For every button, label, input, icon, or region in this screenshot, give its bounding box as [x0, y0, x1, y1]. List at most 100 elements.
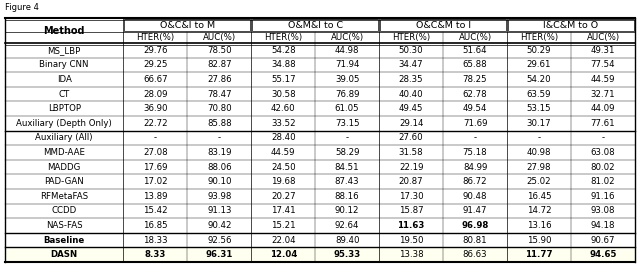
Text: CT: CT: [58, 90, 70, 99]
FancyBboxPatch shape: [380, 19, 506, 31]
Text: 62.78: 62.78: [463, 90, 488, 99]
Text: 34.47: 34.47: [399, 60, 424, 69]
Text: 17.69: 17.69: [143, 163, 168, 172]
Text: NAS-FAS: NAS-FAS: [46, 221, 83, 230]
Text: HTER(%): HTER(%): [392, 33, 430, 42]
Text: 33.52: 33.52: [271, 119, 296, 128]
Text: 78.47: 78.47: [207, 90, 232, 99]
Text: 17.30: 17.30: [399, 192, 424, 201]
Text: 96.31: 96.31: [205, 250, 233, 259]
Text: 27.98: 27.98: [527, 163, 551, 172]
Text: 17.02: 17.02: [143, 177, 168, 186]
Text: 29.25: 29.25: [143, 60, 168, 69]
Text: CCDD: CCDD: [52, 206, 77, 215]
Text: 66.67: 66.67: [143, 75, 168, 84]
Text: 13.89: 13.89: [143, 192, 168, 201]
Text: -: -: [474, 133, 477, 142]
Text: 63.59: 63.59: [527, 90, 551, 99]
Text: 22.19: 22.19: [399, 163, 424, 172]
Text: 93.98: 93.98: [207, 192, 232, 201]
Text: 13.38: 13.38: [399, 250, 424, 259]
Text: 20.87: 20.87: [399, 177, 424, 186]
Text: 84.99: 84.99: [463, 163, 487, 172]
Text: 28.09: 28.09: [143, 90, 168, 99]
Text: -: -: [346, 133, 349, 142]
Text: 90.48: 90.48: [463, 192, 487, 201]
Text: 94.18: 94.18: [591, 221, 615, 230]
Text: AUC(%): AUC(%): [203, 33, 236, 42]
Text: 71.69: 71.69: [463, 119, 487, 128]
Text: 82.87: 82.87: [207, 60, 232, 69]
Text: 31.58: 31.58: [399, 148, 424, 157]
Text: Auxiliary (Depth Only): Auxiliary (Depth Only): [16, 119, 112, 128]
Text: 88.16: 88.16: [335, 192, 360, 201]
Text: 44.09: 44.09: [591, 104, 615, 113]
Text: 80.81: 80.81: [463, 236, 488, 245]
Text: 27.60: 27.60: [399, 133, 424, 142]
Text: 15.87: 15.87: [399, 206, 424, 215]
Text: RFMetaFAS: RFMetaFAS: [40, 192, 88, 201]
Text: 29.14: 29.14: [399, 119, 424, 128]
Text: 80.02: 80.02: [591, 163, 615, 172]
Text: 36.90: 36.90: [143, 104, 168, 113]
Text: 44.98: 44.98: [335, 46, 360, 55]
Text: 8.33: 8.33: [145, 250, 166, 259]
Text: MS_LBP: MS_LBP: [47, 46, 81, 55]
Text: 83.19: 83.19: [207, 148, 232, 157]
Text: 16.85: 16.85: [143, 221, 168, 230]
Text: HTER(%): HTER(%): [264, 33, 302, 42]
Text: 86.72: 86.72: [463, 177, 488, 186]
Text: 30.17: 30.17: [527, 119, 552, 128]
Text: O&C&M to I: O&C&M to I: [415, 21, 470, 29]
Text: 90.67: 90.67: [591, 236, 615, 245]
Text: 18.33: 18.33: [143, 236, 168, 245]
FancyBboxPatch shape: [124, 19, 250, 31]
Text: 11.77: 11.77: [525, 250, 553, 259]
Text: 88.06: 88.06: [207, 163, 232, 172]
Text: 61.05: 61.05: [335, 104, 360, 113]
Text: 90.10: 90.10: [207, 177, 232, 186]
Text: 29.76: 29.76: [143, 46, 168, 55]
Text: 78.50: 78.50: [207, 46, 232, 55]
FancyBboxPatch shape: [252, 19, 378, 31]
Text: 63.08: 63.08: [591, 148, 615, 157]
Text: 42.60: 42.60: [271, 104, 296, 113]
Bar: [5, 247, 635, 262]
Text: 77.61: 77.61: [591, 119, 615, 128]
Text: 94.65: 94.65: [589, 250, 617, 259]
Text: 50.29: 50.29: [527, 46, 551, 55]
Text: 73.15: 73.15: [335, 119, 360, 128]
Text: 19.68: 19.68: [271, 177, 296, 186]
Text: 85.88: 85.88: [207, 119, 232, 128]
Text: HTER(%): HTER(%): [520, 33, 558, 42]
Text: 53.15: 53.15: [527, 104, 552, 113]
Text: 89.40: 89.40: [335, 236, 360, 245]
Text: -: -: [602, 133, 605, 142]
Text: 22.72: 22.72: [143, 119, 168, 128]
Text: 49.31: 49.31: [591, 46, 615, 55]
Text: MADDG: MADDG: [47, 163, 81, 172]
Text: AUC(%): AUC(%): [586, 33, 620, 42]
Text: O&C&I to M: O&C&I to M: [160, 21, 215, 29]
Text: 17.41: 17.41: [271, 206, 296, 215]
Text: 20.27: 20.27: [271, 192, 296, 201]
Text: Method: Method: [44, 25, 85, 35]
Text: Auxiliary (All): Auxiliary (All): [35, 133, 93, 142]
Text: 29.61: 29.61: [527, 60, 551, 69]
Text: 55.17: 55.17: [271, 75, 296, 84]
Text: Figure 4: Figure 4: [5, 4, 39, 12]
Text: 90.42: 90.42: [207, 221, 232, 230]
Text: LBPTOP: LBPTOP: [47, 104, 81, 113]
Text: 16.45: 16.45: [527, 192, 552, 201]
Text: 91.47: 91.47: [463, 206, 487, 215]
Text: 84.51: 84.51: [335, 163, 360, 172]
Bar: [5, 247, 635, 262]
Text: AUC(%): AUC(%): [331, 33, 364, 42]
Text: 76.89: 76.89: [335, 90, 360, 99]
Text: 27.08: 27.08: [143, 148, 168, 157]
Text: 25.02: 25.02: [527, 177, 552, 186]
Text: 51.64: 51.64: [463, 46, 488, 55]
Text: 90.12: 90.12: [335, 206, 360, 215]
Text: 40.98: 40.98: [527, 148, 551, 157]
Text: Binary CNN: Binary CNN: [40, 60, 89, 69]
